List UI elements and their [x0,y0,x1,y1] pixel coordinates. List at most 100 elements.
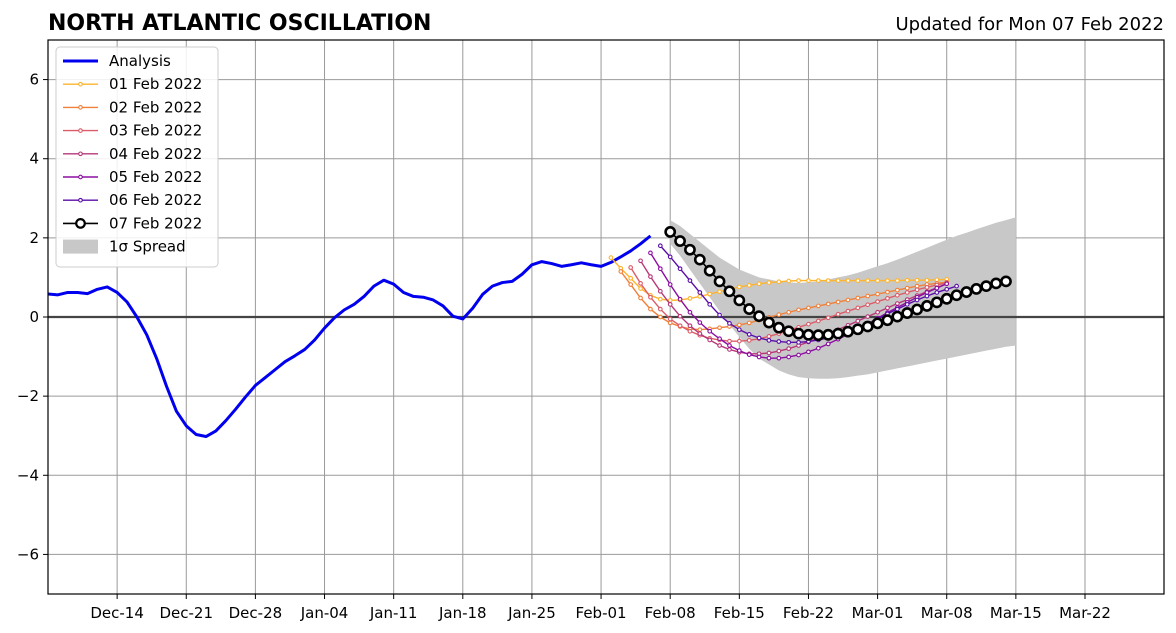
forecast-01-feb-2022-point [746,282,752,288]
forecast-01-feb-2022-point [924,277,930,283]
forecast-01-feb-2022-point [796,278,801,283]
forecast-02-feb-2022-point [845,297,851,303]
forecast-07-feb-2022-point [990,277,1003,290]
chart-title: NORTH ATLANTIC OSCILLATION [48,11,431,36]
legend-forecast-marker [78,128,83,133]
x-tick-label: Dec-28 [229,604,283,622]
forecast-03-feb-2022-point [667,316,673,322]
spread-band [670,217,1016,379]
forecast-04-feb-2022-point [677,313,683,319]
legend-box [55,46,219,268]
forecast-07-feb-2022-point [970,283,983,295]
forecast-03-feb-2022-point [628,265,634,270]
legend-label: Analysis [109,52,171,70]
y-tick-label: −6 [17,545,39,563]
forecast-04-feb-2022-point [687,323,693,329]
forecast-05-feb-2022-point [746,352,752,357]
y-tick-label: 4 [29,150,39,168]
forecast-05-feb-2022-point [796,352,801,358]
forecast-07-feb-2022-point [960,286,973,298]
forecast-04-feb-2022-point [667,301,673,307]
forecast-02-feb-2022-point [904,285,910,291]
x-tick-label: Feb-08 [645,604,696,622]
forecast-06-feb-2022-point [796,339,801,345]
forecast-01-feb-2022-point [865,278,871,283]
forecast-02-feb-2022-point [885,289,890,295]
forecast-07-feb-2022-point [684,243,696,256]
forecast-06-feb-2022-point [786,339,792,345]
forecast-05-feb-2022-point [776,355,782,361]
legend-label: 07 Feb 2022 [109,214,202,232]
forecast-01-feb-2022-point [638,286,643,291]
forecast-03-feb-2022-point [648,294,653,300]
forecast-07-feb-2022-point [674,235,686,247]
forecast-01-feb-2022-point [806,278,811,283]
forecast-07-feb-2022-point [881,314,894,327]
forecast-04-feb-2022-point [855,318,861,324]
forecast-01-feb-2022-point [608,255,614,260]
y-tick-label: 0 [29,308,39,326]
forecast-02-feb-2022-point [835,299,841,305]
forecast-01-feb-2022-point [697,294,703,299]
forecast-07-feb-2022-point [871,317,884,330]
forecast-07-feb-2022-point [772,321,785,334]
forecast-07-feb-2022-point [851,323,864,336]
x-tick-label: Feb-01 [576,604,627,622]
forecast-02-feb-2022-point [667,320,673,326]
forecast-07-feb-2022-point [792,327,805,340]
forecast-05-feb-2022-point [756,354,762,360]
forecast-06-feb-2022-point [746,332,752,337]
chart-subtitle: Updated for Mon 07 Feb 2022 [895,14,1164,35]
forecast-03-feb-2022-point [638,281,643,286]
forecast-04-feb-2022-point [885,305,890,311]
legend-final-marker [75,217,86,229]
forecast-07-feb-2022-point [891,310,904,323]
forecast-06-feb-2022-point [717,312,722,318]
forecast-06-feb-2022-point [756,335,762,341]
forecast-03-feb-2022-point [687,328,693,334]
forecast-06-feb-2022-point [766,337,772,343]
forecast-01-feb-2022-point [914,277,920,283]
legend-forecast-marker [78,174,83,180]
y-tick-label: −4 [17,466,39,484]
forecast-05-feb-2022-point [934,285,940,291]
forecast-06-feb-2022-point [924,293,930,299]
forecast-07-feb-2022-point [743,303,756,315]
forecast-02-feb-2022-point [865,293,871,299]
forecast-02-feb-2022-point [875,291,880,297]
forecast-01-feb-2022-point [845,278,851,283]
legend-label: 03 Feb 2022 [109,122,202,140]
x-tick-label: Mar-15 [990,604,1042,622]
forecast-06-feb-2022-point [687,278,693,283]
legend: Analysis 01 Feb 2022 02 Feb 2022 03 Feb 202… [55,46,219,268]
forecast-03-feb-2022-point [657,306,663,312]
forecast-01-feb-2022-point [717,289,722,295]
forecast-05-feb-2022-point [825,341,831,347]
forecast-03-feb-2022-point [825,315,831,321]
legend-forecast-marker [78,105,83,110]
forecast-05-feb-2022-point [727,343,732,348]
forecast-05-feb-2022-point [815,345,821,351]
forecast-03-feb-2022-point [677,323,683,329]
forecast-02-feb-2022-point [717,325,722,331]
forecast-02-feb-2022-point [618,269,624,274]
forecast-05-feb-2022-point [667,282,673,287]
forecast-06-feb-2022-point [667,254,673,260]
forecast-07-feb-2022-point [733,294,746,307]
forecast-02-feb-2022-point [638,295,643,301]
x-tick-label: Mar-22 [1059,604,1111,622]
forecast-04-feb-2022-point [697,331,703,336]
legend-forecast-marker [78,151,83,157]
y-tick-label: 6 [29,71,39,89]
forecast-05-feb-2022-point [707,328,713,334]
legend-label: 01 Feb 2022 [109,75,202,93]
forecast-01-feb-2022-point [815,278,821,283]
forecast-06-feb-2022-point [657,243,663,249]
forecast-01-feb-2022-point [736,284,742,290]
forecast-02-feb-2022-point [855,295,861,301]
forecast-05-feb-2022-point [677,296,683,302]
x-tick-label: Jan-11 [369,604,418,622]
forecast-02-feb-2022-point [815,303,821,309]
forecast-02-feb-2022-point [894,287,900,293]
